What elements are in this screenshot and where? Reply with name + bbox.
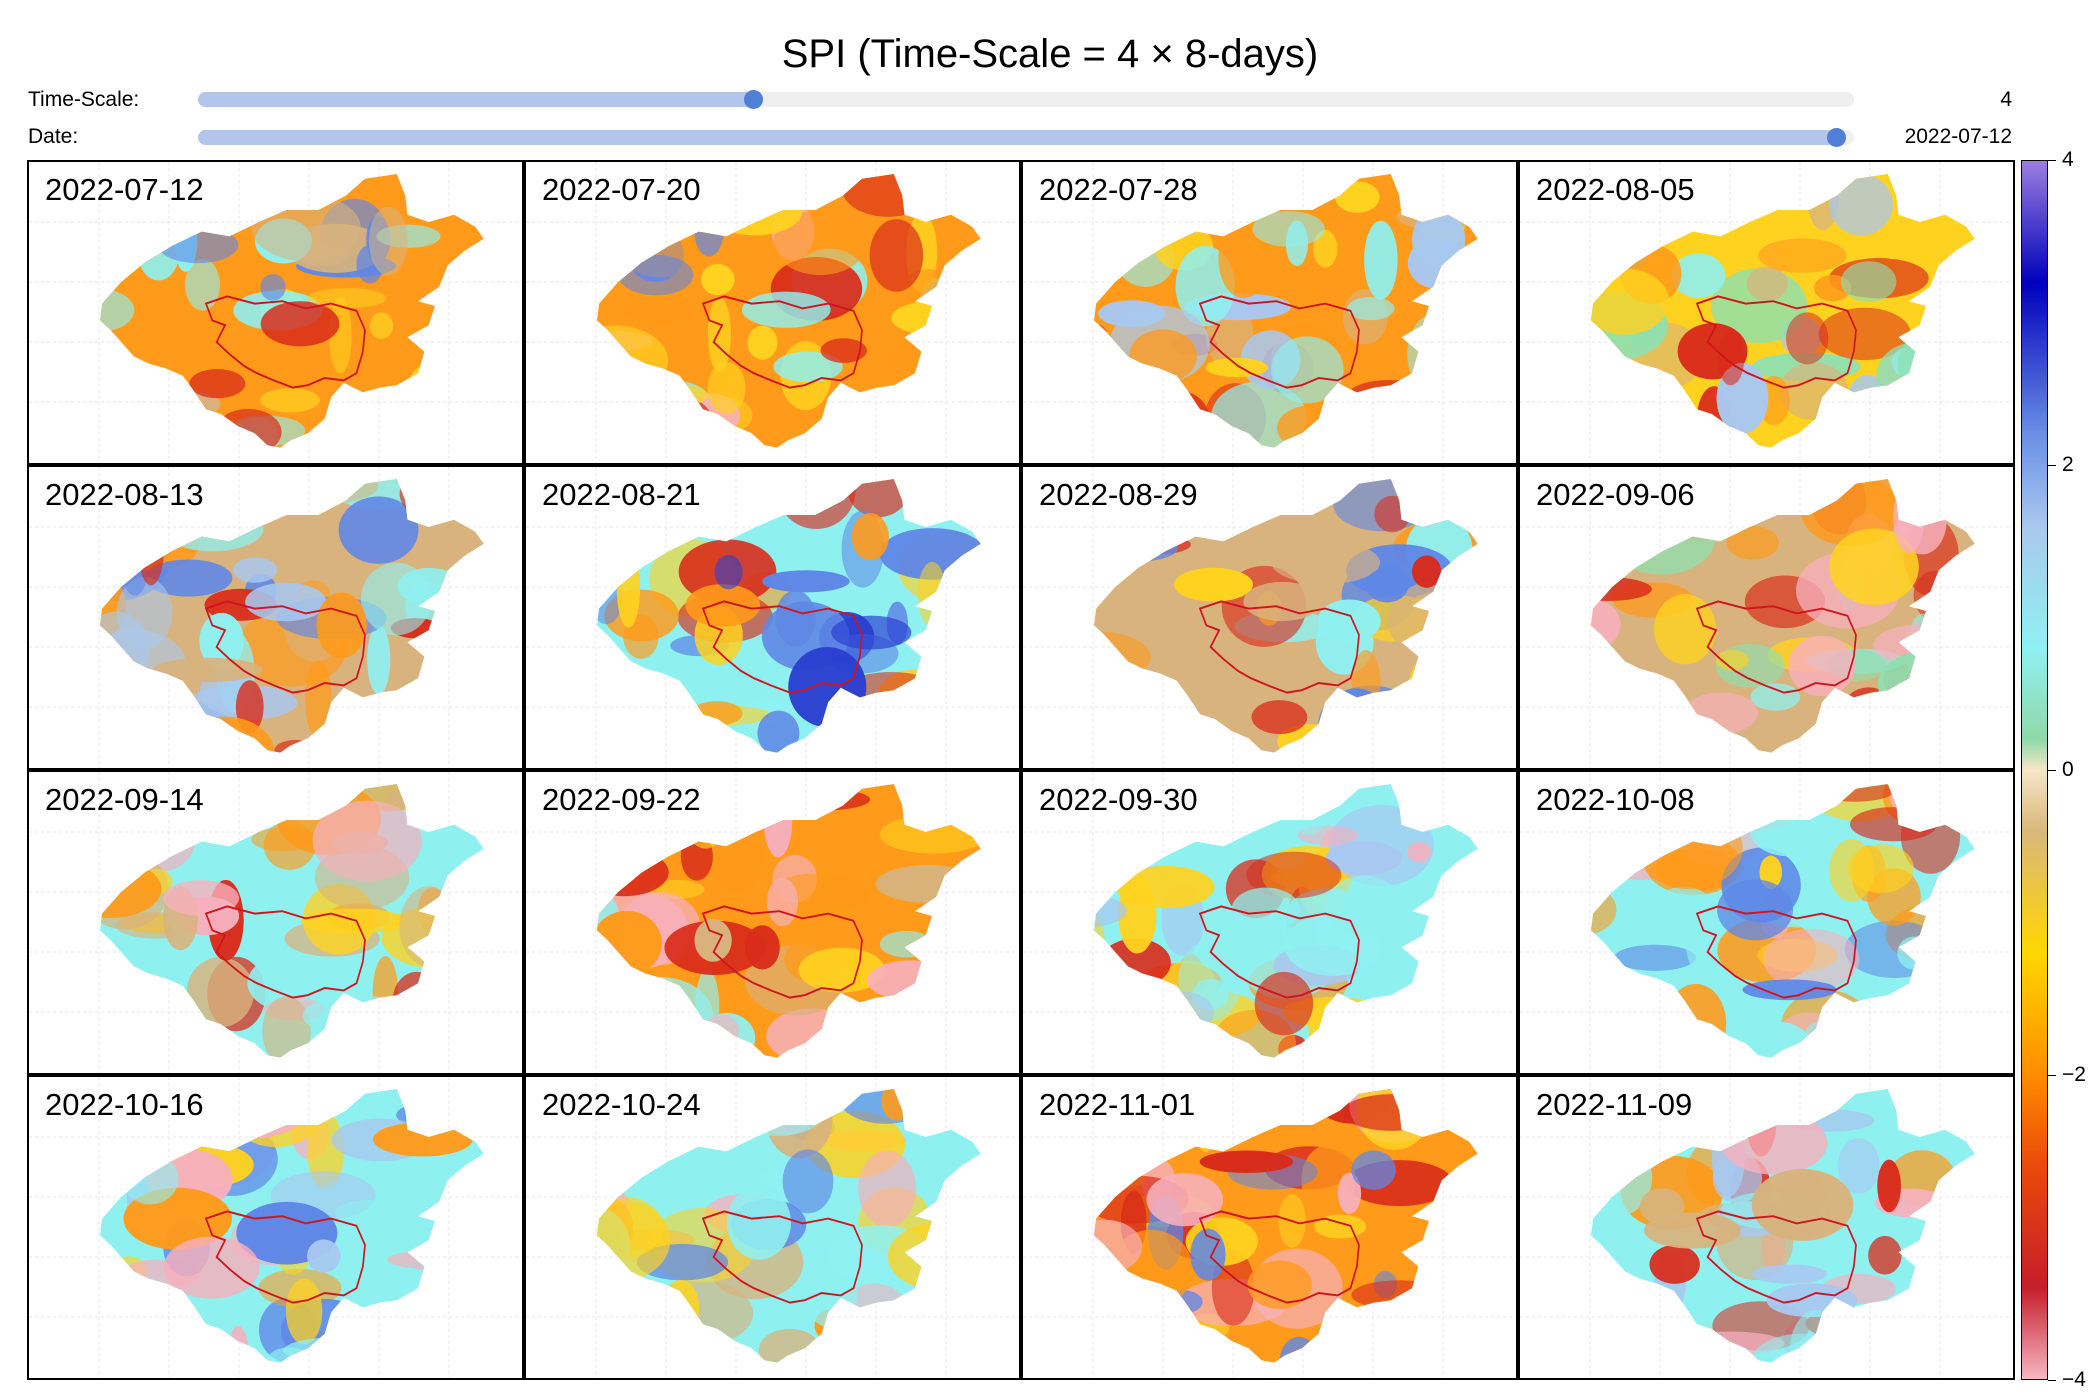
colorbar-tick: [2048, 770, 2056, 771]
panel-date-label: 2022-09-30: [1039, 782, 1198, 817]
map-panel: 2022-09-22: [524, 770, 1021, 1075]
river-basin-outline: [204, 1210, 366, 1304]
spi-map: [29, 772, 522, 1073]
river-basin-outline: [1198, 600, 1360, 694]
panel-date-label: 2022-10-08: [1536, 782, 1695, 817]
spi-field: [1093, 784, 1478, 1058]
river-basin-outline: [204, 295, 366, 389]
colorbar-tick-label: 2: [2062, 453, 2074, 476]
panel-date-label: 2022-07-20: [542, 172, 701, 207]
map-panel: 2022-11-01: [1021, 1075, 1518, 1380]
panel-date-label: 2022-08-13: [45, 477, 204, 512]
spi-map: [29, 162, 522, 463]
map-panel: 2022-09-14: [27, 770, 524, 1075]
spi-map: [526, 1077, 1019, 1378]
map-panel: 2022-09-30: [1021, 770, 1518, 1075]
colorbar-tick: [2048, 1075, 2056, 1076]
spi-map: [526, 772, 1019, 1073]
colorbar-tick: [2048, 1380, 2056, 1381]
spi-map: [526, 467, 1019, 768]
river-basin-outline: [1695, 905, 1857, 999]
spi-colorbar: [2021, 160, 2048, 1380]
date-value: 2022-07-12: [1904, 125, 2012, 148]
spi-map: [1520, 467, 2013, 768]
map-panel: 2022-10-16: [27, 1075, 524, 1380]
river-basin-outline: [1198, 1210, 1360, 1304]
map-panel: 2022-08-05: [1518, 160, 2015, 465]
map-panel: 2022-10-24: [524, 1075, 1021, 1380]
map-panel: 2022-07-28: [1021, 160, 1518, 465]
spi-map: [1520, 772, 2013, 1073]
panel-date-label: 2022-09-14: [45, 782, 204, 817]
panel-date-label: 2022-08-29: [1039, 477, 1198, 512]
panel-date-label: 2022-10-16: [45, 1087, 204, 1122]
panel-date-label: 2022-10-24: [542, 1087, 701, 1122]
panel-date-label: 2022-07-12: [45, 172, 204, 207]
map-panel: 2022-08-21: [524, 465, 1021, 770]
spi-map: [1023, 162, 1516, 463]
date-slider[interactable]: [198, 128, 1854, 147]
map-panel: 2022-07-12: [27, 160, 524, 465]
colorbar-tick: [2048, 160, 2056, 161]
colorbar-tick-label: −4: [2062, 1368, 2086, 1391]
timescale-slider-handle[interactable]: [743, 90, 763, 109]
river-basin-outline: [701, 1210, 863, 1304]
map-panel: 2022-08-29: [1021, 465, 1518, 770]
river-basin-outline: [1198, 295, 1360, 389]
panel-date-label: 2022-09-22: [542, 782, 701, 817]
colorbar-tick-label: 0: [2062, 758, 2074, 781]
spi-map: [1023, 467, 1516, 768]
map-panel: 2022-07-20: [524, 160, 1021, 465]
river-basin-outline: [1695, 600, 1857, 694]
date-slider-handle[interactable]: [1826, 128, 1846, 147]
timescale-slider[interactable]: [198, 90, 1854, 109]
colorbar-tick-label: −2: [2062, 1063, 2086, 1086]
colorbar-tick: [2048, 465, 2056, 466]
spi-map: [29, 467, 522, 768]
river-basin-outline: [204, 600, 366, 694]
timescale-slider-fill: [198, 92, 753, 107]
map-panel: 2022-09-06: [1518, 465, 2015, 770]
date-slider-fill: [198, 130, 1836, 145]
spi-map: [526, 162, 1019, 463]
river-basin-outline: [701, 295, 863, 389]
panel-date-label: 2022-08-21: [542, 477, 701, 512]
panel-date-label: 2022-11-09: [1536, 1087, 1693, 1122]
river-basin-outline: [1695, 1210, 1857, 1304]
spi-map: [1023, 1077, 1516, 1378]
spi-map: [1520, 1077, 2013, 1378]
panel-date-label: 2022-07-28: [1039, 172, 1198, 207]
panel-date-label: 2022-08-05: [1536, 172, 1695, 207]
spi-map: [1520, 162, 2013, 463]
map-panel-grid: 2022-07-12 2022-07-20 2022-07-28 2022-08-05…: [27, 160, 2015, 1380]
map-panel: 2022-08-13: [27, 465, 524, 770]
colorbar-tick-label: 4: [2062, 148, 2074, 171]
spi-map: [29, 1077, 522, 1378]
spi-map: [1023, 772, 1516, 1073]
date-label: Date:: [28, 125, 79, 148]
river-basin-outline: [204, 905, 366, 999]
map-panel: 2022-10-08: [1518, 770, 2015, 1075]
river-basin-outline: [701, 600, 863, 694]
timescale-label: Time-Scale:: [28, 88, 140, 111]
river-basin-outline: [701, 905, 863, 999]
panel-date-label: 2022-09-06: [1536, 477, 1695, 512]
figure-title: SPI (Time-Scale = 4 × 8-days): [781, 32, 1319, 76]
timescale-value: 4: [2000, 88, 2012, 111]
map-panel: 2022-11-09: [1518, 1075, 2015, 1380]
panel-date-label: 2022-11-01: [1039, 1087, 1196, 1122]
river-basin-outline: [1695, 295, 1857, 389]
river-basin-outline: [1198, 905, 1360, 999]
